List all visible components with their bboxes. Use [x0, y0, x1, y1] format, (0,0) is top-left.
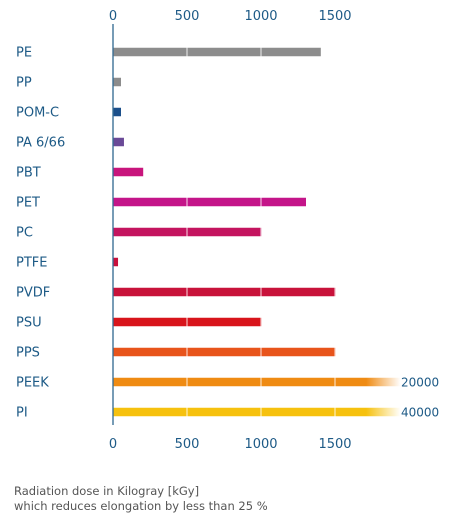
- bar: [113, 77, 121, 87]
- x-tick-label-top: 500: [175, 9, 200, 24]
- category-label: PEEK: [16, 376, 49, 391]
- bar: [113, 47, 321, 57]
- x-tick-label-bottom: 500: [175, 437, 200, 452]
- category-label: PA 6/66: [16, 136, 65, 151]
- labels: 0 0 500 500 1000 1000 1500 1500 PE PP POM-C PA 6/66…: [16, 9, 439, 452]
- radiation-dose-chart: 0 0 500 500 1000 1000 1500 1500 PE PP POM-C PA 6/66…: [16, 9, 439, 452]
- bar: [113, 317, 262, 327]
- bar: [113, 227, 262, 237]
- bar: [113, 347, 336, 357]
- x-tick-label-bottom: 1000: [244, 437, 277, 452]
- x-tick-label-bottom: 1500: [318, 437, 351, 452]
- bar: [113, 257, 119, 267]
- chart-caption: Radiation dose in Kilogray [kGy] which r…: [14, 484, 454, 514]
- bar: [113, 407, 401, 417]
- category-label: PTFE: [16, 256, 47, 271]
- x-tick-label-top: 0: [109, 9, 117, 24]
- category-label: PP: [16, 76, 32, 91]
- category-label: PI: [16, 406, 28, 421]
- bar: [113, 107, 121, 117]
- category-label: PE: [16, 46, 32, 61]
- category-label: PET: [16, 196, 40, 211]
- bar: [113, 197, 306, 207]
- bar: [113, 377, 401, 387]
- grid-lines: [186, 27, 336, 422]
- category-label: PC: [16, 226, 33, 241]
- bar-value-label: 20000: [401, 376, 439, 390]
- category-label: POM-C: [16, 106, 59, 121]
- bar: [113, 167, 144, 177]
- x-tick-label-top: 1500: [318, 9, 351, 24]
- bar-value-label: 40000: [401, 406, 439, 420]
- category-label: PBT: [16, 166, 41, 181]
- bars: [113, 47, 401, 417]
- caption-line-2: which reduces elongation by less than 25…: [14, 499, 268, 513]
- category-label: PPS: [16, 346, 40, 361]
- x-tick-label-bottom: 0: [109, 437, 117, 452]
- category-label: PSU: [16, 316, 42, 331]
- caption-line-1: Radiation dose in Kilogray [kGy]: [14, 484, 200, 498]
- bar: [113, 137, 124, 147]
- category-label: PVDF: [16, 286, 50, 301]
- x-tick-label-top: 1000: [244, 9, 277, 24]
- bar: [113, 287, 336, 297]
